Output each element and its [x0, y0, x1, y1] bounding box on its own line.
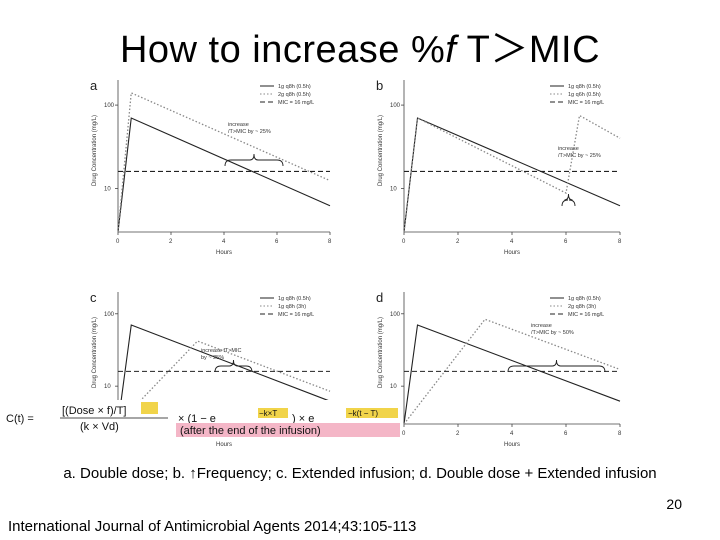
highlight-T [141, 402, 158, 414]
x-tick-label: 0 [116, 239, 120, 245]
y-tick-label: 100 [390, 103, 401, 109]
series-line-1 [117, 324, 331, 425]
annotation-text: increase [558, 146, 579, 152]
annotation-brace [224, 153, 284, 167]
page-number: 20 [666, 496, 682, 512]
y-tick-label: 100 [390, 312, 401, 318]
formula-term1: × (1 − e [178, 413, 216, 425]
legend-entry: 1g q8h (0.5h) [568, 84, 601, 90]
legend-entry: MIC = 16 mg/L [278, 100, 314, 106]
x-tick-label: 8 [328, 239, 332, 245]
x-axis-label: Hours [216, 442, 232, 448]
panel-letter: b [376, 78, 383, 93]
series-line-2 [117, 91, 331, 233]
legend-entry: MIC = 16 mg/L [278, 312, 314, 318]
legend-entry: 1g q8h (0.5h) [278, 84, 311, 90]
series-line-2 [403, 114, 621, 233]
x-tick-label: 4 [510, 239, 514, 245]
x-tick-label: 6 [275, 239, 279, 245]
title-f: f [445, 29, 457, 71]
formula-exponent1: −k×T [259, 409, 277, 418]
x-tick-label: 0 [402, 431, 406, 437]
chart-panel-b: b 0 2 4 6 8 10 100 Hours Drug Concentration (mg/L… [376, 78, 622, 256]
annotation-text: /T>MIC by ~ 25% [558, 153, 601, 159]
annotation-text: increase [531, 323, 552, 329]
y-tick-label: 10 [390, 186, 397, 192]
y-axis-label: Drug Concentration (mg/L) [92, 115, 98, 186]
x-tick-label: 2 [456, 239, 460, 245]
y-tick-label: 100 [104, 312, 115, 318]
x-tick-label: 4 [222, 239, 226, 245]
annotation-brace [561, 193, 576, 207]
legend-entry: 2g q8h (3h) [568, 304, 596, 310]
series-line-1 [117, 117, 331, 233]
x-tick-label: 0 [402, 239, 406, 245]
chart-panel-a: a 0 2 4 6 8 10 100 Hours Drug Concentration (mg/L… [90, 78, 332, 256]
infusion-formula: C(t) = [(Dose × f)/T] (k × Vd) × (1 − e −k×T… [2, 400, 400, 438]
annotation-brace [507, 359, 606, 373]
figure-caption: a. Double dose; b. ↑Frequency; c. Extend… [63, 465, 657, 482]
x-tick-label: 6 [564, 431, 568, 437]
slide-title: How to increase %f T＞MIC [0, 18, 720, 73]
annotation-text: increase fT>MIC [201, 348, 242, 354]
y-axis-label: Drug Concentration (mg/L) [92, 317, 98, 388]
y-tick-label: 100 [104, 103, 115, 109]
series-line-2 [403, 318, 621, 425]
formula-denominator: (k × Vd) [80, 421, 119, 433]
formula-note-highlight [176, 423, 400, 437]
legend-entry: MIC = 16 mg/L [568, 312, 604, 318]
legend-entry: 2g q8h (0.5h) [278, 92, 311, 98]
y-axis-label: Drug Concentration (mg/L) [378, 115, 384, 186]
title-text: How to increase % [119, 29, 446, 71]
annotation-brace [214, 359, 253, 373]
x-tick-label: 6 [564, 239, 568, 245]
panel-letter: d [376, 290, 383, 305]
annotation-text: /T>MIC by ~ 25% [228, 129, 271, 135]
formula-note: (after the end of the infusion) [180, 425, 321, 437]
x-tick-label: 8 [618, 431, 622, 437]
x-axis-label: Hours [504, 250, 520, 256]
formula-lhs: C(t) = [6, 413, 34, 425]
series-line-1 [403, 324, 621, 425]
chart-panel-d: d 0 2 4 6 8 10 100 Hours Drug Concentration (mg/L… [376, 290, 622, 448]
highlight-exp2 [346, 408, 398, 418]
y-tick-label: 10 [390, 384, 397, 390]
y-tick-label: 10 [104, 384, 111, 390]
x-tick-label: 4 [510, 431, 514, 437]
formula-term2: ) × e [292, 413, 314, 425]
y-tick-label: 10 [104, 186, 111, 192]
formula-numerator: [(Dose × f)/T] [62, 405, 127, 417]
title-suffix: T＞MIC [456, 29, 601, 71]
annotation-text: /T>MIC by ~ 50% [531, 330, 574, 336]
legend-entry: 1g q8h (0.5h) [568, 296, 601, 302]
formula-exponent2: −k(t − T) [348, 409, 378, 418]
legend-entry: MIC = 16 mg/L [568, 100, 604, 106]
x-axis-label: Hours [216, 250, 232, 256]
x-tick-label: 2 [456, 431, 460, 437]
x-tick-label: 8 [618, 239, 622, 245]
legend-entry: 1g q6h (0.5h) [568, 92, 601, 98]
x-tick-label: 2 [169, 239, 173, 245]
source-citation: International Journal of Antimicrobial A… [8, 518, 417, 535]
annotation-text: increase [228, 122, 249, 128]
series-line-1 [403, 117, 621, 233]
legend-entry: 1g q8h (3h) [278, 304, 306, 310]
annotation-text: by ~ 25% [201, 355, 224, 361]
panel-letter: a [90, 78, 98, 93]
highlight-exp1 [258, 408, 288, 418]
y-axis-label: Drug Concentration (mg/L) [378, 317, 384, 388]
legend-entry: 1g q8h (0.5h) [278, 296, 311, 302]
panel-letter: c [90, 290, 97, 305]
x-axis-label: Hours [504, 442, 520, 448]
